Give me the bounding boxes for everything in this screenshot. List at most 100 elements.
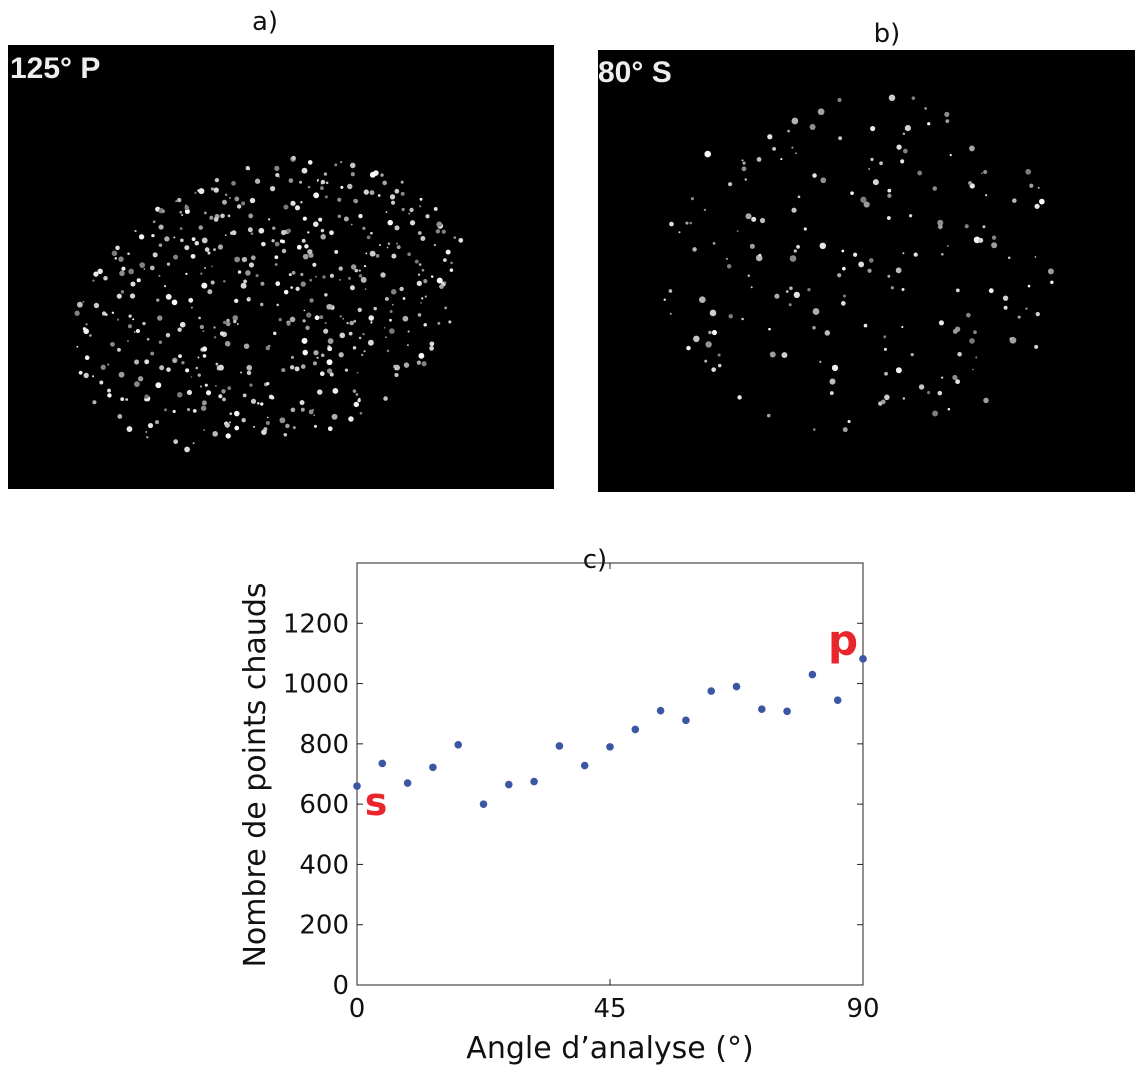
spot <box>726 264 732 269</box>
spot <box>146 337 150 341</box>
spot <box>955 288 960 293</box>
spot <box>176 392 183 398</box>
spot <box>417 313 422 317</box>
spot <box>441 229 446 234</box>
spot <box>433 243 437 247</box>
spot <box>902 132 906 136</box>
spot <box>668 289 673 293</box>
spot <box>1035 312 1040 317</box>
spot <box>97 268 103 275</box>
spot <box>704 359 708 363</box>
spot <box>385 336 387 339</box>
spot <box>968 181 972 185</box>
spot <box>812 173 817 178</box>
spot <box>383 326 386 329</box>
spot <box>408 212 411 215</box>
spot <box>347 183 353 190</box>
spot <box>870 157 874 162</box>
spot <box>339 279 341 281</box>
spot <box>184 446 190 453</box>
spot <box>221 199 228 205</box>
spot <box>758 253 762 257</box>
spot <box>435 229 441 234</box>
spot <box>791 207 797 213</box>
spot <box>198 316 201 320</box>
spot <box>419 205 422 208</box>
spot <box>266 381 270 386</box>
spot <box>853 252 858 257</box>
spot <box>884 371 888 376</box>
spot <box>353 319 357 323</box>
spot <box>111 250 118 257</box>
spot <box>231 230 237 236</box>
spot <box>860 196 867 203</box>
spot <box>450 261 453 265</box>
spot <box>213 217 219 222</box>
spot <box>224 340 231 347</box>
spot <box>224 422 230 428</box>
spot <box>444 306 448 310</box>
spot <box>325 181 329 185</box>
panel-caption: 80° S <box>598 56 672 89</box>
spot <box>390 289 397 295</box>
spot <box>902 252 905 255</box>
spot <box>742 161 746 165</box>
spot <box>288 178 294 183</box>
spot <box>84 355 90 361</box>
spot <box>389 328 395 334</box>
spot <box>872 179 879 186</box>
spot <box>301 167 308 174</box>
spot <box>99 380 104 385</box>
spot <box>340 161 343 164</box>
spot <box>270 395 275 400</box>
spot <box>234 196 240 202</box>
spot <box>127 252 130 256</box>
spot <box>728 314 733 319</box>
micrograph-b <box>598 50 1135 492</box>
spot <box>142 321 146 326</box>
y-tick-label: 0 <box>332 971 349 1001</box>
panel-label: b) <box>874 19 901 49</box>
spot <box>725 257 728 260</box>
spot <box>312 361 317 366</box>
spot <box>255 274 259 278</box>
spot <box>339 315 342 318</box>
spot <box>704 150 712 158</box>
spot <box>436 277 443 284</box>
spot <box>1027 284 1031 288</box>
spot <box>294 366 300 372</box>
spot <box>241 201 246 206</box>
spot <box>453 236 457 239</box>
y-tick-label: 800 <box>299 730 349 760</box>
spot <box>353 401 360 408</box>
spot <box>433 207 438 211</box>
spot <box>301 238 306 243</box>
y-tick-label: 600 <box>299 790 349 820</box>
spot <box>1012 198 1017 203</box>
spot <box>320 179 326 185</box>
spot <box>443 258 447 262</box>
spot <box>250 232 254 235</box>
spot <box>126 426 133 432</box>
spot <box>192 409 197 413</box>
spot <box>756 157 762 162</box>
spot <box>420 302 422 304</box>
spot <box>879 161 883 166</box>
spot <box>747 274 750 277</box>
spot <box>266 416 269 419</box>
spot <box>322 275 326 279</box>
spot <box>883 335 887 339</box>
spot <box>111 311 115 314</box>
spot <box>185 204 187 207</box>
spot <box>161 209 165 213</box>
point <box>454 740 463 749</box>
spot <box>349 285 355 291</box>
spot <box>144 359 150 365</box>
spot <box>248 262 255 268</box>
spot <box>145 431 148 433</box>
spot <box>288 273 292 277</box>
spot <box>346 321 349 325</box>
spot <box>326 359 333 366</box>
spot <box>416 280 422 287</box>
spot <box>385 211 388 213</box>
